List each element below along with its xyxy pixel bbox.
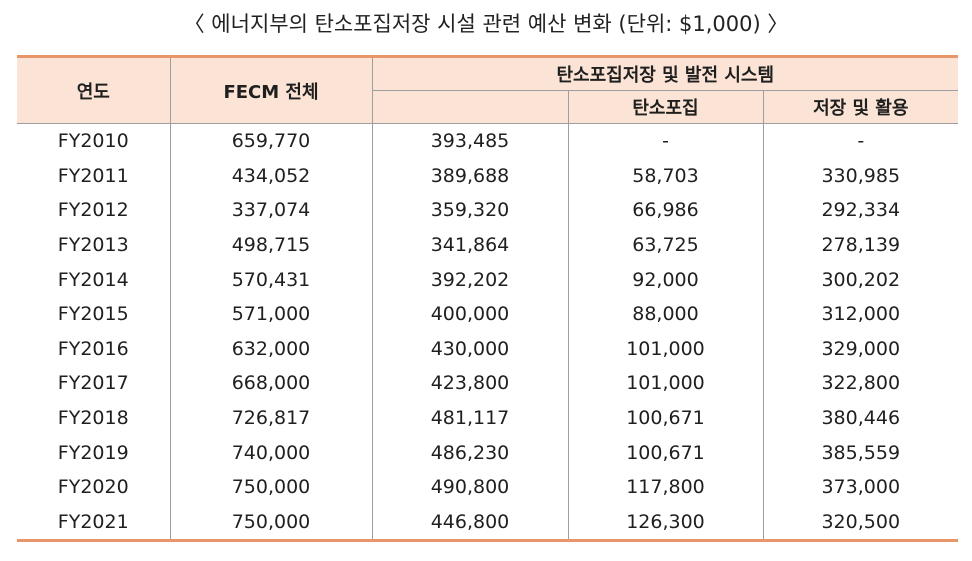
- cell-fecm-total: 668,000: [169, 366, 373, 401]
- cell-ccs-total: 393,485: [371, 123, 569, 159]
- header-fecm-total: FECM 전체: [169, 55, 373, 124]
- header-storage: 저장 및 활용: [762, 90, 959, 124]
- cell-fecm-total: 498,715: [169, 227, 373, 263]
- cell-year: FY2016: [17, 331, 171, 367]
- table-row: FY2015 571,000 400,000 88,000 312,000: [17, 296, 959, 332]
- cell-year: FY2018: [17, 400, 171, 436]
- table-row: FY2018 726,817 481,117 100,671 380,446: [17, 400, 959, 436]
- budget-table: 연도 FECM 전체 탄소포집저장 및 발전 시스템 탄소포집 저장 및 활용 …: [17, 55, 959, 543]
- table-row: FY2011 434,052 389,688 58,703 330,985: [17, 158, 959, 194]
- cell-capture: 100,671: [567, 400, 764, 436]
- cell-capture: -: [567, 123, 764, 159]
- header-ccs-group: 탄소포집저장 및 발전 시스템: [371, 55, 959, 91]
- table-caption: 〈 에너지부의 탄소포집저장 시설 관련 예산 변화 (단위: $1,000) …: [183, 12, 789, 36]
- cell-fecm-total: 434,052: [169, 158, 373, 194]
- cell-year: FY2014: [17, 262, 171, 297]
- cell-fecm-total: 750,000: [169, 504, 373, 543]
- cell-storage: 385,559: [762, 435, 959, 470]
- cell-fecm-total: 632,000: [169, 331, 373, 367]
- cell-storage: 320,500: [762, 504, 959, 543]
- table-row: FY2019 740,000 486,230 100,671 385,559: [17, 435, 959, 470]
- cell-year: FY2013: [17, 227, 171, 263]
- table-row: FY2020 750,000 490,800 117,800 373,000: [17, 469, 959, 505]
- cell-year: FY2020: [17, 469, 171, 505]
- cell-storage: 300,202: [762, 262, 959, 297]
- cell-ccs-total: 423,800: [371, 366, 569, 401]
- cell-year: FY2015: [17, 296, 171, 332]
- cell-ccs-total: 430,000: [371, 331, 569, 367]
- table-body: FY2010 659,770 393,485- - FY2011 434,052 389,6…: [17, 123, 959, 543]
- cell-capture: 63,725: [567, 227, 764, 263]
- table-row: FY2017 668,000 423,800 101,000 322,800: [17, 366, 959, 401]
- cell-storage: 322,800: [762, 366, 959, 401]
- cell-ccs-total: 359,320: [371, 193, 569, 228]
- cell-capture: 88,000: [567, 296, 764, 332]
- table-row: FY2021 750,000 446,800 126,300 320,500: [17, 504, 959, 543]
- table-row: FY2010 659,770 393,485- -: [17, 123, 959, 159]
- cell-year: FY2010: [17, 123, 171, 159]
- table-header: 연도 FECM 전체 탄소포집저장 및 발전 시스템 탄소포집 저장 및 활용: [17, 55, 959, 124]
- cell-capture: 58,703: [567, 158, 764, 194]
- cell-ccs-total: 400,000: [371, 296, 569, 332]
- cell-capture: 92,000: [567, 262, 764, 297]
- cell-year: FY2012: [17, 193, 171, 228]
- cell-fecm-total: 750,000: [169, 469, 373, 505]
- cell-capture: 101,000: [567, 366, 764, 401]
- cell-fecm-total: 570,431: [169, 262, 373, 297]
- cell-ccs-total: 389,688: [371, 158, 569, 194]
- table-row: FY2014 570,431 392,202 92,000 300,202: [17, 262, 959, 297]
- cell-storage: -: [762, 123, 959, 159]
- cell-capture: 66,986: [567, 193, 764, 228]
- cell-year: FY2017: [17, 366, 171, 401]
- cell-capture: 117,800: [567, 469, 764, 505]
- cell-fecm-total: 726,817: [169, 400, 373, 436]
- cell-storage: 278,139: [762, 227, 959, 263]
- header-capture: 탄소포집: [567, 90, 764, 124]
- cell-year: FY2021: [17, 504, 171, 543]
- table-row: FY2013 498,715 341,864 63,725 278,139: [17, 227, 959, 263]
- cell-fecm-total: 740,000: [169, 435, 373, 470]
- cell-ccs-total: 486,230: [371, 435, 569, 470]
- cell-storage: 312,000: [762, 296, 959, 332]
- cell-storage: 380,446: [762, 400, 959, 436]
- cell-ccs-total: 392,202: [371, 262, 569, 297]
- header-year: 연도: [17, 55, 171, 124]
- cell-storage: 329,000: [762, 331, 959, 367]
- cell-fecm-total: 337,074: [169, 193, 373, 228]
- header-ccs-total-blank: [372, 90, 569, 124]
- cell-ccs-total: 490,800: [371, 469, 569, 505]
- cell-fecm-total: 659,770: [169, 123, 373, 159]
- table-row: FY2016 632,000 430,000 101,000 329,000: [17, 331, 959, 367]
- table-row: FY2012 337,074 359,320 66,986 292,334: [17, 193, 959, 228]
- cell-storage: 330,985: [762, 158, 959, 194]
- cell-ccs-total: 446,800: [371, 504, 569, 543]
- cell-storage: 373,000: [762, 469, 959, 505]
- cell-ccs-total: 341,864: [371, 227, 569, 263]
- cell-year: FY2019: [17, 435, 171, 470]
- cell-fecm-total: 571,000: [169, 296, 373, 332]
- cell-capture: 100,671: [567, 435, 764, 470]
- cell-storage: 292,334: [762, 193, 959, 228]
- cell-capture: 101,000: [567, 331, 764, 367]
- cell-ccs-total: 481,117: [371, 400, 569, 436]
- cell-capture: 126,300: [567, 504, 764, 543]
- cell-year: FY2011: [17, 158, 171, 194]
